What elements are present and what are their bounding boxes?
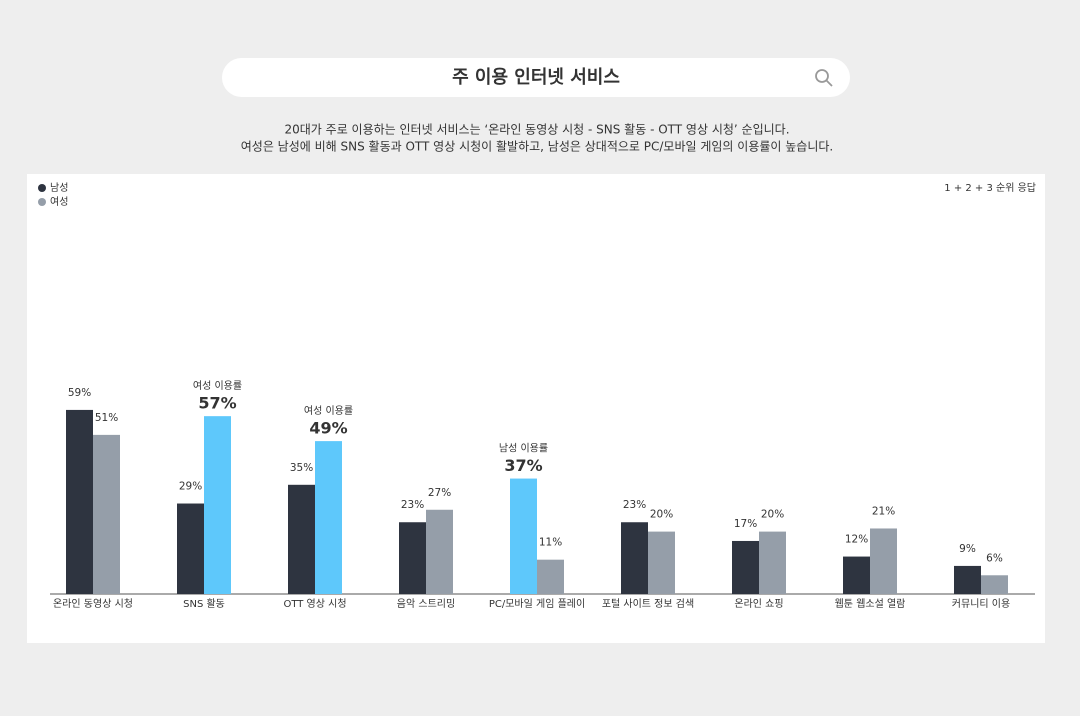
- subtitle: 20대가 주로 이용하는 인터넷 서비스는 ‘온라인 동영상 시청 - SNS …: [284, 123, 789, 137]
- value-label: 21%: [872, 505, 895, 517]
- x-tick-label: 온라인 쇼핑: [734, 598, 783, 610]
- bar: [426, 509, 453, 594]
- bar-annotation: 남성 이용률: [499, 443, 548, 455]
- x-tick-label: 커뮤니티 이용: [952, 598, 1010, 610]
- bar-annotation: 여성 이용률: [304, 405, 353, 417]
- value-label: 59%: [68, 387, 91, 399]
- bar: [177, 503, 204, 594]
- bar: [621, 522, 648, 594]
- value-label: 17%: [734, 518, 757, 530]
- bar: [759, 531, 786, 594]
- bar: [315, 441, 342, 594]
- legend-label: 여성: [50, 196, 68, 208]
- subtitle: 여성은 남성에 비해 SNS 활동과 OTT 영상 시청이 활발하고, 남성은 …: [241, 140, 833, 154]
- legend-label: 남성: [50, 182, 68, 194]
- value-label: 12%: [845, 534, 868, 546]
- bar: [204, 416, 231, 594]
- value-label: 6%: [986, 552, 1003, 564]
- bar: [648, 531, 675, 594]
- x-tick-label: 음악 스트리밍: [397, 598, 455, 610]
- bar-annotation: 여성 이용률: [193, 380, 242, 392]
- bar: [399, 522, 426, 594]
- bar: [843, 556, 870, 594]
- bar: [93, 434, 120, 594]
- x-tick-label: 온라인 동영상 시청: [53, 598, 133, 610]
- legend-swatch: [38, 198, 46, 206]
- value-label: 9%: [959, 543, 976, 555]
- x-tick-label: 포털 사이트 정보 검색: [602, 598, 694, 610]
- bar: [66, 409, 93, 594]
- value-label: 23%: [401, 499, 424, 511]
- value-label: 29%: [179, 481, 202, 493]
- value-label: 57%: [198, 394, 236, 413]
- bar: [732, 540, 759, 594]
- note: 1 + 2 + 3 순위 응답: [944, 181, 1036, 194]
- value-label: 27%: [428, 487, 451, 499]
- value-label: 20%: [650, 509, 673, 521]
- x-tick-label: 웹툰 웹소설 열람: [835, 597, 906, 610]
- value-label: 37%: [504, 456, 542, 475]
- x-tick-label: SNS 활동: [183, 597, 225, 610]
- x-tick-label: OTT 영상 시청: [283, 598, 346, 610]
- value-label: 49%: [309, 419, 347, 438]
- value-label: 51%: [95, 412, 118, 424]
- search-icon[interactable]: [815, 69, 833, 87]
- bar: [981, 575, 1008, 594]
- bar: [510, 478, 537, 594]
- value-label: 20%: [761, 509, 784, 521]
- value-label: 35%: [290, 462, 313, 474]
- value-label: 11%: [539, 537, 562, 549]
- value-label: 23%: [623, 499, 646, 511]
- search-bar[interactable]: [222, 58, 850, 97]
- bar: [954, 565, 981, 594]
- bar: [288, 484, 315, 594]
- legend-swatch: [38, 184, 46, 192]
- bar: [537, 559, 564, 594]
- bar: [870, 528, 897, 594]
- page-title: 주 이용 인터넷 서비스: [452, 67, 620, 88]
- x-tick-label: PC/모바일 게임 플레이: [489, 597, 585, 610]
